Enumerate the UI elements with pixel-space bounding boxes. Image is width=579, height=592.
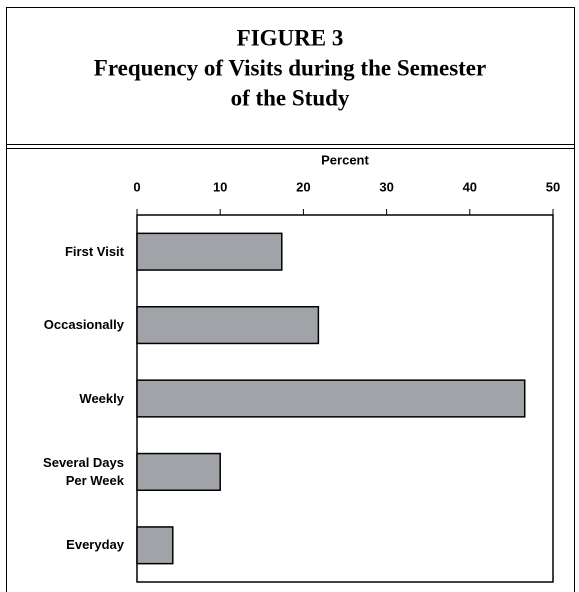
bar (136, 526, 174, 565)
x-axis-label: Percent (321, 152, 369, 167)
x-tick-label: 0 (133, 179, 140, 194)
y-tick-label: First Visit (64, 243, 124, 259)
bar (136, 232, 283, 271)
frame (6, 7, 575, 592)
y-tick-label: Several Days Per Week (43, 454, 124, 488)
x-tick-label: 30 (379, 179, 393, 194)
bar (136, 306, 320, 345)
y-tick-label: Everyday (66, 537, 124, 553)
x-tick-label: 50 (546, 179, 560, 194)
x-tick-label: 40 (463, 179, 477, 194)
y-tick-label: Weekly (79, 390, 124, 406)
bar (136, 379, 526, 418)
y-tick-label: Occasionally (43, 317, 124, 333)
chart-title: Frequency of Visits during the Semester (94, 55, 486, 80)
chart-title: FIGURE 3 (237, 25, 344, 50)
x-tick-label: 20 (296, 179, 310, 194)
chart-title: of the Study (231, 85, 350, 110)
x-tick-label: 10 (213, 179, 227, 194)
bar (136, 452, 221, 491)
